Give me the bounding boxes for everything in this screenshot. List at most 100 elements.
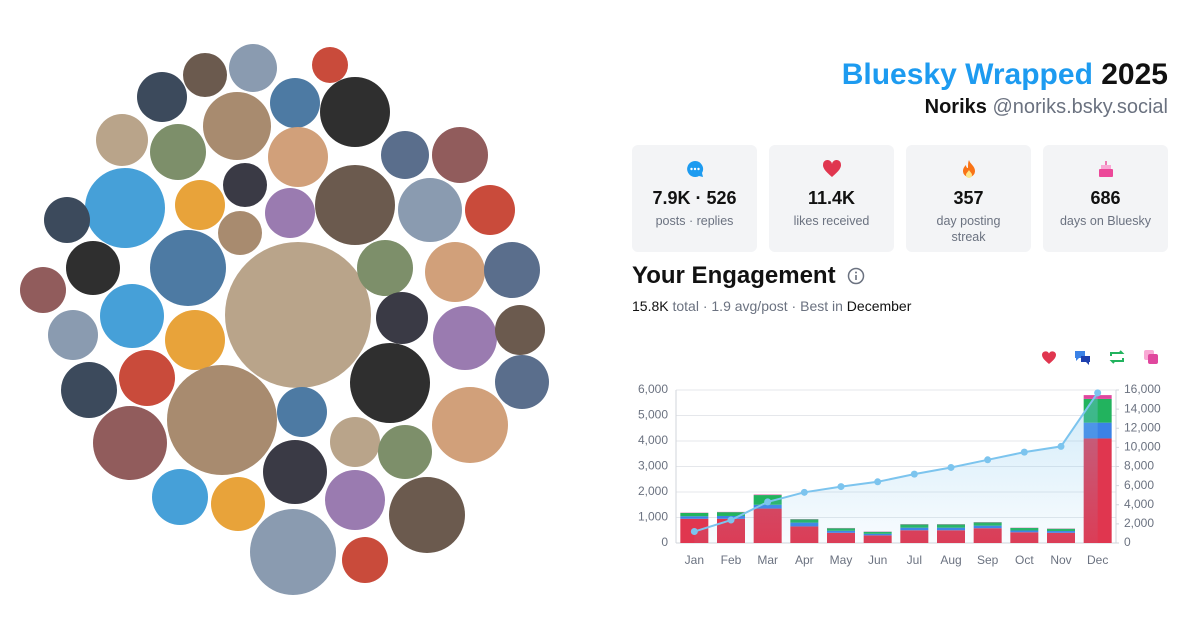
x-tick-label: May (830, 553, 853, 567)
avatar[interactable] (342, 537, 388, 583)
avatar[interactable] (484, 242, 540, 298)
avatar[interactable] (495, 305, 545, 355)
avatar[interactable] (167, 365, 277, 475)
avatar[interactable] (277, 387, 327, 437)
legend-icon-quotes[interactable] (1144, 350, 1158, 364)
stat-card: 7.9K · 526 posts · replies (632, 145, 757, 252)
y-tick-label: 0 (661, 535, 668, 549)
stat-card: 686 days on Bluesky (1043, 145, 1168, 252)
avatar[interactable] (96, 114, 148, 166)
legend (1042, 350, 1158, 365)
avatar[interactable] (268, 127, 328, 187)
avatar[interactable] (378, 425, 432, 479)
y2-tick-label: 10,000 (1124, 440, 1161, 454)
chart: 0 1,000 2,000 3,000 4,000 5,000 6,000 0 2,000 4,0… (638, 350, 1161, 567)
avatar[interactable] (48, 310, 98, 360)
line-point (1057, 442, 1065, 450)
avatar[interactable] (432, 127, 488, 183)
avatar[interactable] (44, 197, 90, 243)
avatar[interactable] (432, 387, 508, 463)
engagement-heading: Your Engagement (632, 262, 836, 289)
avatar[interactable] (465, 185, 515, 235)
line-point (984, 456, 992, 464)
avatar-cluster (20, 44, 549, 595)
bar-segment (680, 516, 709, 519)
x-tick-label: Aug (940, 553, 961, 567)
title-brand: Bluesky Wrapped (841, 58, 1093, 91)
line-point (764, 498, 772, 506)
avatar[interactable] (229, 44, 277, 92)
avatar[interactable] (398, 178, 462, 242)
avatar[interactable] (263, 440, 327, 504)
stat-label: days on Bluesky (1059, 214, 1152, 228)
engagement-summary: 15.8K total · 1.9 avg/post · Best in Dec… (632, 298, 911, 314)
avatar[interactable] (66, 241, 120, 295)
avatar[interactable] (312, 47, 348, 83)
x-tick-label: Mar (757, 553, 778, 567)
avatar[interactable] (100, 284, 164, 348)
avatar[interactable] (85, 168, 165, 248)
legend-icon-likes[interactable] (1042, 351, 1056, 364)
y2-tick-label: 16,000 (1124, 382, 1161, 396)
avatar[interactable] (223, 163, 267, 207)
title-year: 2025 (1101, 58, 1168, 91)
line-point (727, 516, 735, 524)
avatar[interactable] (119, 350, 175, 406)
avatar[interactable] (270, 78, 320, 128)
bar-segment (680, 512, 709, 517)
header: Bluesky Wrapped 2025 Noriks @noriks.bsky… (842, 58, 1168, 119)
avatar[interactable] (376, 292, 428, 344)
avatar[interactable] (320, 77, 390, 147)
avatar[interactable] (325, 470, 385, 530)
line-point (837, 483, 845, 491)
line-point (690, 528, 698, 536)
avatar[interactable] (425, 242, 485, 302)
x-tick-label: Sep (977, 553, 999, 567)
y2-tick-label: 2,000 (1124, 516, 1154, 530)
avatar[interactable] (495, 355, 549, 409)
y2-tick-label: 4,000 (1124, 497, 1154, 511)
avatar[interactable] (433, 306, 497, 370)
avatar[interactable] (93, 406, 167, 480)
avatar[interactable] (225, 242, 371, 388)
info-icon[interactable] (846, 266, 866, 286)
avatar[interactable] (218, 211, 262, 255)
avatar[interactable] (150, 230, 226, 306)
x-tick-label: Jul (907, 553, 922, 567)
legend-icon-replies[interactable] (1075, 351, 1090, 365)
avatar[interactable] (137, 72, 187, 122)
avatar[interactable] (203, 92, 271, 160)
icon-flame (962, 160, 975, 178)
stat-card: 11.4K likes received (769, 145, 894, 252)
avatar[interactable] (183, 53, 227, 97)
avatar[interactable] (20, 267, 66, 313)
avatar[interactable] (150, 124, 206, 180)
avatar[interactable] (265, 188, 315, 238)
line-area (694, 392, 1098, 543)
avatar[interactable] (315, 165, 395, 245)
engagement-best: December (846, 298, 912, 314)
avatar[interactable] (61, 362, 117, 418)
y2-tick-label: 6,000 (1124, 478, 1154, 492)
avatar[interactable] (330, 417, 380, 467)
avatar[interactable] (350, 343, 430, 423)
avatar[interactable] (165, 310, 225, 370)
stat-cards: 7.9K · 526 posts · replies 11.4K likes r… (632, 145, 1168, 252)
icon-heart (822, 159, 841, 177)
avatar[interactable] (357, 240, 413, 296)
stat-value: 11.4K (807, 188, 856, 208)
bar-segment (717, 512, 745, 516)
avatar[interactable] (175, 180, 225, 230)
avatar[interactable] (152, 469, 208, 525)
y2-tick-label: 8,000 (1124, 459, 1154, 473)
avatar[interactable] (381, 131, 429, 179)
user-handle: @noriks.bsky.social (992, 96, 1168, 118)
stat-value: 686 (1090, 188, 1121, 208)
legend-icon-reposts[interactable] (1109, 350, 1125, 364)
avatar[interactable] (211, 477, 265, 531)
line-point (910, 470, 918, 478)
y-tick-label: 6,000 (638, 382, 668, 396)
avatar[interactable] (389, 477, 465, 553)
avatar[interactable] (250, 509, 336, 595)
